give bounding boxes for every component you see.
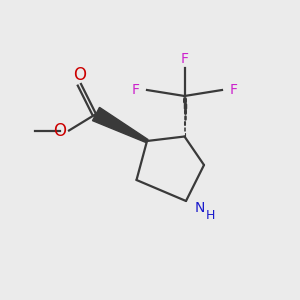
Text: N: N [194,202,205,215]
Text: O: O [54,122,67,140]
Text: H: H [206,209,215,222]
Text: F: F [181,52,188,66]
Polygon shape [92,107,148,142]
Text: F: F [230,83,237,97]
Text: F: F [132,83,140,97]
Text: O: O [73,66,86,84]
